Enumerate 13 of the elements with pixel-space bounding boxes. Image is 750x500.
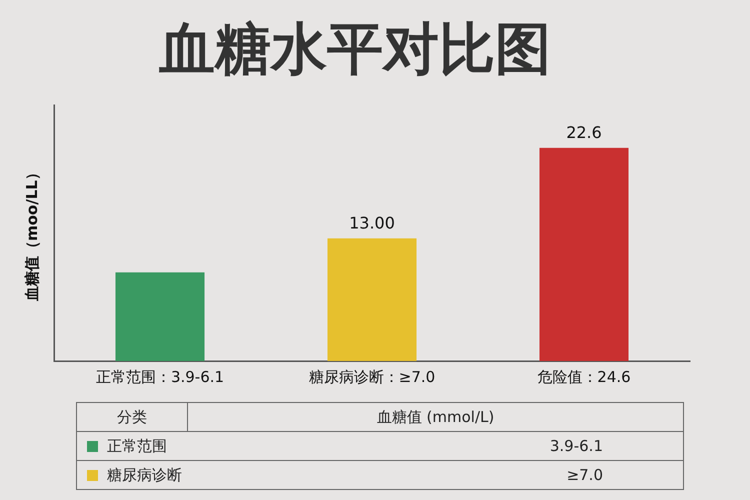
- chart-title: 血糖水平对比图: [158, 17, 551, 82]
- text: 糖尿病诊断: [107, 466, 182, 484]
- text: 正常范围: [107, 436, 167, 454]
- y-axis-title: 血糖值（moo/LL）: [22, 165, 41, 302]
- x-tick-label: 糖尿病诊断：≥7.0: [308, 368, 436, 386]
- x-tick-label: 正常范围：3.9-6.1: [96, 368, 224, 386]
- text: ≥7.0: [566, 466, 603, 484]
- text: 3.9-6.1: [550, 436, 603, 454]
- x-tick-label: 危险值：24.6: [537, 368, 631, 386]
- text: 血糖值 (mmol/L): [188, 402, 684, 432]
- data-label: 13.00: [349, 214, 395, 233]
- data-label: 22.6: [566, 122, 602, 142]
- text: 分类: [76, 402, 188, 432]
